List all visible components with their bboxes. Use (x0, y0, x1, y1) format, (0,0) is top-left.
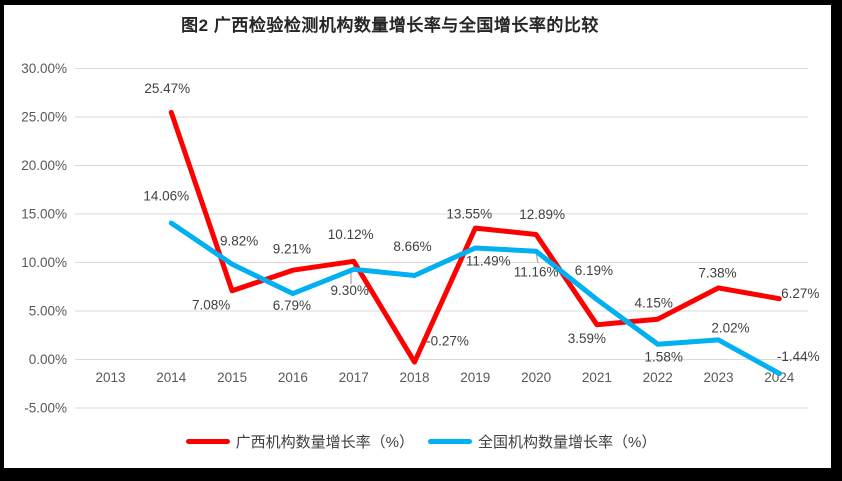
data-label: 6.19% (575, 263, 613, 278)
series-line-0 (168, 109, 782, 365)
x-axis-tick-label: 2017 (339, 370, 369, 385)
data-label: 6.79% (273, 298, 311, 313)
data-label: 13.55% (446, 207, 492, 222)
y-axis-tick-label: 30.00% (21, 61, 67, 76)
y-axis-tick-label: 25.00% (21, 110, 67, 125)
x-axis-tick-label: 2023 (703, 370, 733, 385)
chart-title: 图2 广西检验检测机构数量增长率与全国增长率的比较 (181, 16, 599, 35)
y-axis-tick-label: 20.00% (21, 158, 67, 173)
data-label: 2.02% (711, 320, 749, 335)
y-axis-tick-label: 15.00% (21, 207, 67, 222)
legend-line-swatch-blue (428, 438, 472, 444)
x-axis-tick-label: 2016 (278, 370, 308, 385)
x-axis-tick-label: 2024 (764, 370, 795, 385)
legend-label-national: 全国机构数量增长率（%） (478, 433, 657, 451)
data-label: 8.66% (393, 239, 431, 254)
y-axis-tick-label: 10.00% (21, 255, 67, 270)
legend-line-swatch-red (185, 438, 230, 444)
data-label: 25.47% (144, 81, 190, 96)
chart-legend: 广西机构数量增长率（%） 全国机构数量增长率（%） (0, 431, 842, 451)
data-label: 3.59% (568, 331, 606, 346)
data-label: 1.58% (645, 350, 683, 365)
chart-background (4, 5, 831, 468)
data-label: 10.12% (328, 227, 374, 242)
x-axis-tick-label: 2018 (399, 370, 429, 385)
data-label: 7.08% (192, 297, 230, 312)
y-axis-tick-label: -5.00% (24, 401, 67, 416)
x-axis-tick-label: 2015 (217, 370, 247, 385)
data-label: 7.38% (698, 265, 736, 280)
legend-item-guangxi: 广西机构数量增长率（%） (185, 431, 414, 452)
x-axis-tick-label: 2013 (95, 370, 125, 385)
legend-item-national: 全国机构数量增长率（%） (428, 431, 656, 452)
x-axis-tick-label: 2022 (643, 370, 673, 385)
x-axis-tick-label: 2021 (582, 370, 612, 385)
data-label: -1.44% (777, 349, 820, 364)
data-label: -0.27% (426, 334, 469, 349)
data-label: 11.49% (466, 254, 511, 269)
data-label: 9.30% (331, 283, 369, 298)
x-axis-tick-label: 2019 (460, 370, 490, 385)
data-label: 6.27% (781, 286, 819, 301)
data-label: 9.82% (220, 234, 258, 249)
data-label: 14.06% (143, 189, 189, 204)
data-label: 9.21% (273, 242, 311, 257)
x-axis-tick-label: 2014 (156, 370, 187, 385)
legend-label-guangxi: 广西机构数量增长率（%） (235, 433, 414, 451)
y-axis-tick-label: 0.00% (29, 352, 67, 367)
x-axis-tick-label: 2020 (521, 370, 551, 385)
data-label: 11.16% (514, 265, 559, 280)
data-label: 12.89% (519, 207, 565, 222)
series-line-1 (168, 220, 782, 376)
y-axis-tick-label: 5.00% (29, 304, 67, 319)
data-label: 4.15% (635, 296, 673, 311)
